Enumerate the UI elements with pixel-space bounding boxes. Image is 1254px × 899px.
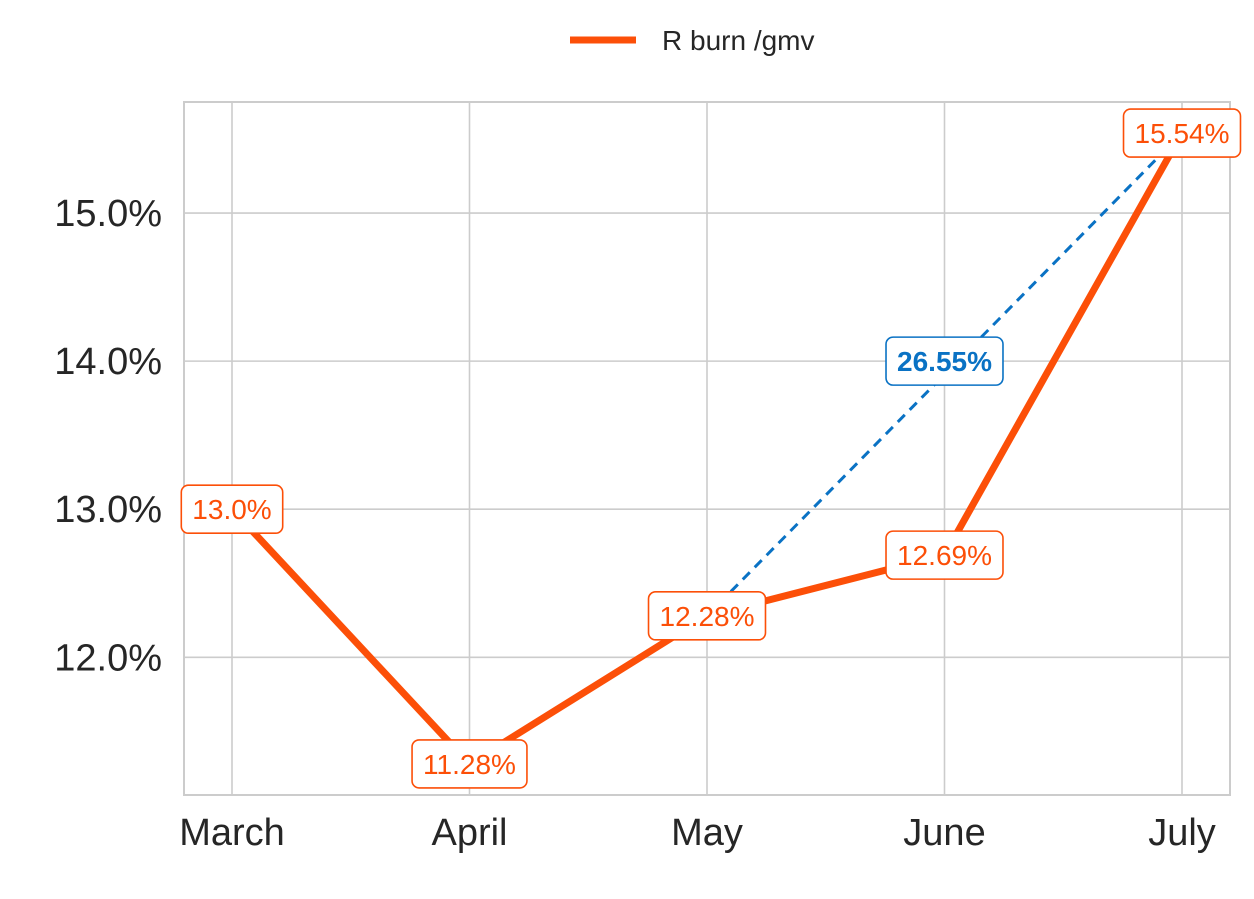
data-label: 11.28% — [411, 739, 528, 789]
data-label-box — [647, 591, 767, 641]
trend-label: 26.55% — [885, 336, 1004, 386]
y-axis: 12.0% 13.0% 14.0% 15.0% — [54, 193, 162, 679]
data-label-box — [1122, 108, 1242, 158]
data-label: 13.0% — [180, 484, 284, 535]
data-label-box — [180, 484, 284, 535]
data-label: 12.69% — [885, 530, 1004, 580]
grid-layer — [184, 102, 1230, 795]
y-tick-label: 14.0% — [54, 341, 162, 383]
y-tick-label: 12.0% — [54, 637, 162, 679]
data-label-box — [411, 739, 528, 789]
data-label-text: 12.28% — [660, 601, 755, 632]
trend-label-text: 26.55% — [897, 346, 992, 377]
x-tick-label: April — [431, 812, 507, 854]
trend-line — [705, 132, 1184, 617]
data-label-text: 15.54% — [1135, 118, 1230, 149]
y-tick-label: 13.0% — [54, 489, 162, 531]
data-label-text: 12.69% — [897, 540, 992, 571]
data-label-layer: 13.0% 11.28% 12.28% 12.69% 15.54% 26.55% — [180, 108, 1242, 789]
data-label: 12.28% — [647, 591, 767, 641]
trend-label-box — [885, 336, 1004, 386]
x-tick-label: July — [1148, 812, 1216, 854]
trend-layer — [705, 132, 1184, 617]
plot-frame — [183, 101, 1231, 796]
x-tick-label: June — [903, 812, 985, 854]
x-tick-label: March — [179, 812, 285, 854]
x-tick-label: May — [671, 812, 743, 854]
data-label-box — [885, 530, 1004, 580]
y-tick-label: 15.0% — [54, 193, 162, 235]
data-label: 15.54% — [1122, 108, 1242, 158]
data-label-text: 11.28% — [423, 749, 516, 780]
legend-label: R burn /gmv — [662, 25, 815, 56]
data-label-text: 13.0% — [192, 494, 271, 525]
x-axis: March April May June July — [179, 812, 1216, 854]
legend: R burn /gmv — [570, 25, 815, 56]
